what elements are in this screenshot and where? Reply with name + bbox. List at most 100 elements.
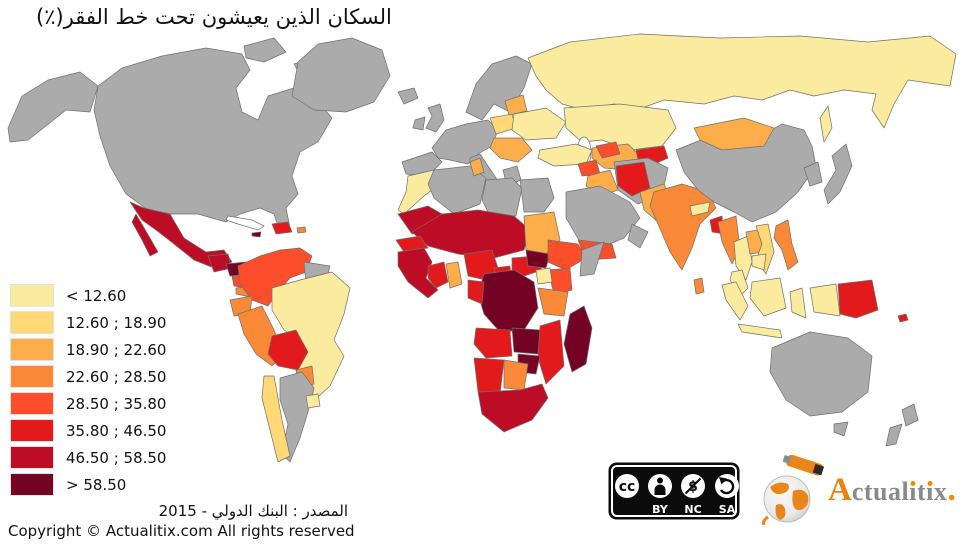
legend-label: 46.50 ; 58.50 bbox=[66, 448, 167, 467]
logo-letter-i: ı bbox=[909, 477, 917, 506]
legend-swatch bbox=[10, 338, 54, 361]
actualitix-logo: Actualı tı x. bbox=[760, 455, 956, 525]
country-kazakhstan bbox=[563, 103, 677, 151]
legend-swatch bbox=[10, 419, 54, 442]
usb-cable bbox=[782, 455, 825, 476]
legend-label: > 58.50 bbox=[66, 475, 127, 494]
country-somalia bbox=[579, 241, 605, 277]
region-caucasus bbox=[595, 141, 621, 159]
country-tunisia bbox=[469, 157, 485, 177]
country-australia bbox=[769, 331, 873, 417]
cc-icon: cc bbox=[615, 474, 639, 498]
country-saudi-arabia bbox=[565, 185, 641, 249]
region-iberia bbox=[401, 151, 443, 177]
cc-nc-label: NC bbox=[684, 503, 701, 516]
country-philippines bbox=[773, 219, 799, 271]
cable-tail bbox=[762, 515, 769, 525]
logo-period: . bbox=[947, 471, 956, 508]
country-ethiopia bbox=[547, 239, 587, 271]
country-madagascar bbox=[563, 305, 593, 373]
legend-swatch bbox=[10, 365, 54, 388]
country-greenland bbox=[291, 37, 391, 113]
country-egypt bbox=[519, 177, 555, 213]
logo-text-part: ctual bbox=[851, 477, 910, 506]
island-solomon bbox=[897, 313, 909, 323]
country-zambia bbox=[511, 327, 541, 355]
logo-letter-a: A bbox=[828, 472, 852, 508]
country-kenya bbox=[547, 267, 573, 295]
region-baltics bbox=[504, 94, 528, 116]
cc-by-icon bbox=[648, 474, 672, 498]
country-ireland bbox=[412, 116, 426, 131]
legend-label: 12.60 ; 18.90 bbox=[66, 313, 167, 332]
country-papua-new-guinea bbox=[837, 279, 879, 319]
country-japan bbox=[823, 143, 853, 205]
logo-letter-i: ı bbox=[926, 477, 934, 506]
country-nepal bbox=[689, 201, 711, 217]
country-new-zealand bbox=[901, 403, 919, 427]
legend-label: 22.60 ; 28.50 bbox=[66, 367, 167, 386]
country-iceland bbox=[397, 87, 419, 105]
region-scandinavia bbox=[465, 55, 533, 121]
region-belarus-ukraine bbox=[511, 107, 567, 141]
region-west-europe bbox=[431, 119, 499, 165]
i-dot bbox=[910, 481, 916, 486]
arctic-island bbox=[243, 37, 287, 63]
legend-swatch bbox=[10, 284, 54, 307]
svg-text:cc: cc bbox=[619, 479, 636, 495]
island-tasmania bbox=[833, 421, 849, 437]
region-congo-gabon bbox=[467, 279, 485, 305]
country-chile bbox=[261, 375, 291, 463]
footer: المصدر : البنك الدولي - 2015 Copyright ©… bbox=[8, 501, 355, 541]
country-mongolia bbox=[693, 117, 775, 151]
source-text: المصدر : البنك الدولي - 2015 bbox=[158, 502, 348, 520]
country-thailand bbox=[733, 235, 753, 281]
logo-wordmark: Actualı tı x. bbox=[828, 471, 956, 509]
country-jamaica bbox=[251, 231, 262, 238]
country-mozambique bbox=[537, 319, 565, 385]
country-uk bbox=[425, 103, 445, 133]
country-botswana bbox=[503, 359, 529, 391]
cc-nc-icon: $ bbox=[681, 474, 705, 498]
legend-label: 35.80 ; 46.50 bbox=[66, 421, 167, 440]
country-uganda bbox=[535, 267, 553, 285]
legend-item: > 58.50 bbox=[10, 471, 166, 498]
country-drc bbox=[477, 269, 539, 333]
island-sakhalin bbox=[819, 105, 833, 143]
legend-label: 28.50 ; 35.80 bbox=[66, 394, 167, 413]
region-korea bbox=[803, 161, 823, 187]
logo-text-part: t bbox=[916, 477, 927, 506]
legend-swatch bbox=[10, 446, 54, 469]
legend-swatch bbox=[10, 473, 54, 496]
island-java bbox=[737, 323, 783, 339]
country-angola bbox=[473, 327, 513, 359]
legend-item: 35.80 ; 46.50 bbox=[10, 417, 166, 444]
cc-license-badge: cc $ BY NC SA bbox=[608, 462, 740, 520]
country-india bbox=[649, 183, 717, 271]
globe-icon bbox=[762, 455, 825, 525]
country-tanzania bbox=[537, 287, 569, 317]
country-senegal bbox=[395, 235, 429, 253]
country-namibia bbox=[473, 357, 505, 395]
country-malaysia bbox=[729, 269, 749, 297]
island-west-papua bbox=[809, 283, 841, 317]
country-sri-lanka bbox=[693, 277, 705, 295]
cc-sa-label: SA bbox=[719, 503, 736, 516]
country-south-africa bbox=[477, 383, 549, 433]
badge-background bbox=[608, 462, 740, 520]
country-cuba bbox=[225, 215, 265, 231]
country-oman bbox=[627, 223, 649, 249]
copyright-text: Copyright © Actualitix.com All rights re… bbox=[8, 522, 355, 540]
country-new-zealand bbox=[885, 423, 903, 447]
region-ivory-liberia bbox=[427, 261, 449, 289]
logo-text-part: x bbox=[933, 477, 948, 506]
legend-item: 12.60 ; 18.90 bbox=[10, 309, 166, 336]
country-alaska bbox=[7, 71, 99, 143]
cc-by-label: BY bbox=[652, 503, 669, 516]
legend-swatch bbox=[10, 311, 54, 334]
legend-swatch bbox=[10, 392, 54, 415]
island-puerto-rico bbox=[296, 226, 307, 234]
cc-sa-icon bbox=[715, 474, 739, 498]
region-balkans bbox=[489, 137, 533, 163]
